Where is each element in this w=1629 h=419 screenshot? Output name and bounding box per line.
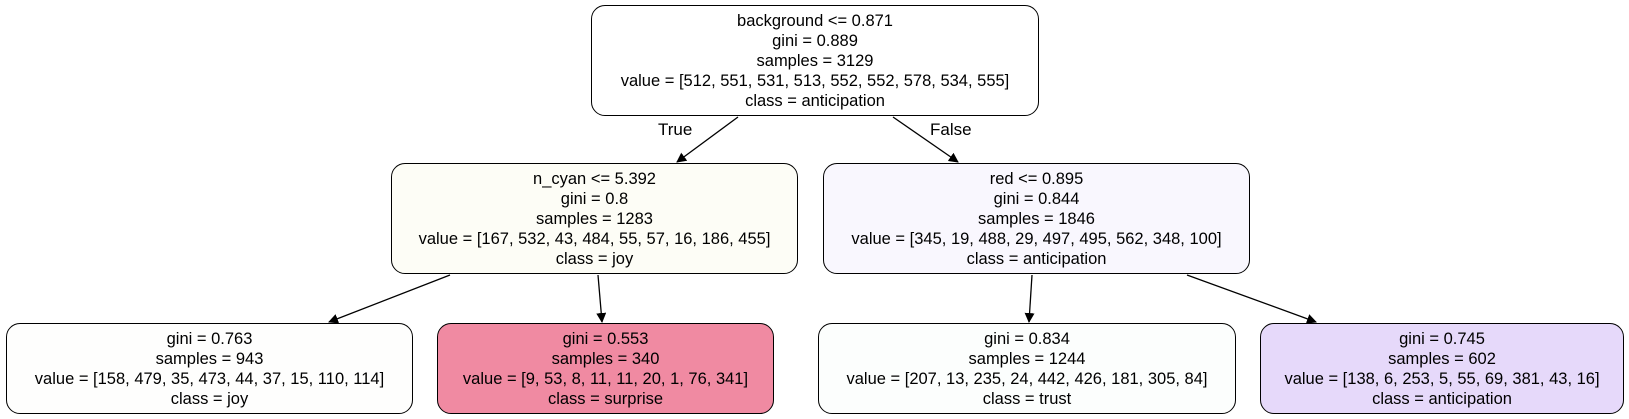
class-label: class = surprise xyxy=(547,389,664,408)
tree-leaf-1: gini = 0.763 samples = 943 value = [158,… xyxy=(6,323,413,414)
value-array: value = [167, 532, 43, 484, 55, 57, 16, … xyxy=(418,229,771,248)
tree-node-right: red <= 0.895 gini = 0.844 samples = 1846… xyxy=(823,163,1250,274)
split-condition: background <= 0.871 xyxy=(737,11,893,30)
tree-leaf-4: gini = 0.745 samples = 602 value = [138,… xyxy=(1260,323,1624,414)
split-condition: red <= 0.895 xyxy=(989,169,1084,188)
tree-node-left: n_cyan <= 5.392 gini = 0.8 samples = 128… xyxy=(391,163,798,274)
value-array: value = [9, 53, 8, 11, 11, 20, 1, 76, 34… xyxy=(462,369,749,388)
split-condition: n_cyan <= 5.392 xyxy=(533,169,656,188)
samples-count: samples = 1846 xyxy=(978,209,1095,228)
class-label: class = anticipation xyxy=(745,91,885,110)
samples-count: samples = 1244 xyxy=(968,349,1086,368)
gini-value: gini = 0.889 xyxy=(772,31,858,50)
value-array: value = [345, 19, 488, 29, 497, 495, 562… xyxy=(851,229,1222,248)
gini-value: gini = 0.834 xyxy=(984,329,1070,348)
tree-leaf-2: gini = 0.553 samples = 340 value = [9, 5… xyxy=(437,323,774,414)
samples-count: samples = 1283 xyxy=(536,209,653,228)
gini-value: gini = 0.763 xyxy=(166,329,253,348)
tree-node-root: background <= 0.871 gini = 0.889 samples… xyxy=(591,5,1039,116)
class-label: class = anticipation xyxy=(1372,389,1512,408)
value-array: value = [138, 6, 253, 5, 55, 69, 381, 43… xyxy=(1284,369,1600,388)
value-array: value = [512, 551, 531, 513, 552, 552, 5… xyxy=(620,71,1010,90)
samples-count: samples = 340 xyxy=(551,349,660,368)
edge-root-left xyxy=(676,116,739,163)
gini-value: gini = 0.8 xyxy=(560,189,629,208)
class-label: class = joy xyxy=(555,249,634,268)
tree-leaf-3: gini = 0.834 samples = 1244 value = [207… xyxy=(818,323,1236,414)
value-array: value = [158, 479, 35, 473, 44, 37, 15, … xyxy=(34,369,385,388)
edge-left-leaf1 xyxy=(328,274,451,324)
samples-count: samples = 943 xyxy=(155,349,264,368)
value-array: value = [207, 13, 235, 24, 442, 426, 181… xyxy=(846,369,1208,388)
edge-root-right xyxy=(892,116,959,163)
gini-value: gini = 0.553 xyxy=(562,329,649,348)
edge-left-leaf2 xyxy=(596,274,607,323)
edge-label-true: True xyxy=(658,120,693,139)
edge-label-false: False xyxy=(930,120,972,139)
class-label: class = anticipation xyxy=(966,249,1107,268)
edge-right-leaf3 xyxy=(1024,274,1035,323)
gini-value: gini = 0.844 xyxy=(993,189,1080,208)
samples-count: samples = 602 xyxy=(1388,349,1496,368)
class-label: class = trust xyxy=(982,389,1072,408)
class-label: class = joy xyxy=(170,389,249,408)
samples-count: samples = 3129 xyxy=(756,51,874,70)
gini-value: gini = 0.745 xyxy=(1399,329,1485,348)
edge-right-leaf4 xyxy=(1186,274,1317,324)
